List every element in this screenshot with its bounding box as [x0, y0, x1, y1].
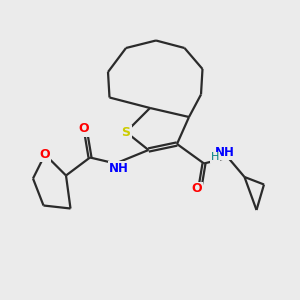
Text: NH: NH	[215, 146, 235, 159]
Text: O: O	[79, 122, 89, 136]
Text: O: O	[40, 148, 50, 161]
Text: O: O	[191, 182, 202, 196]
Text: S: S	[122, 125, 130, 139]
Text: H: H	[211, 152, 220, 163]
Text: NH: NH	[109, 162, 128, 176]
